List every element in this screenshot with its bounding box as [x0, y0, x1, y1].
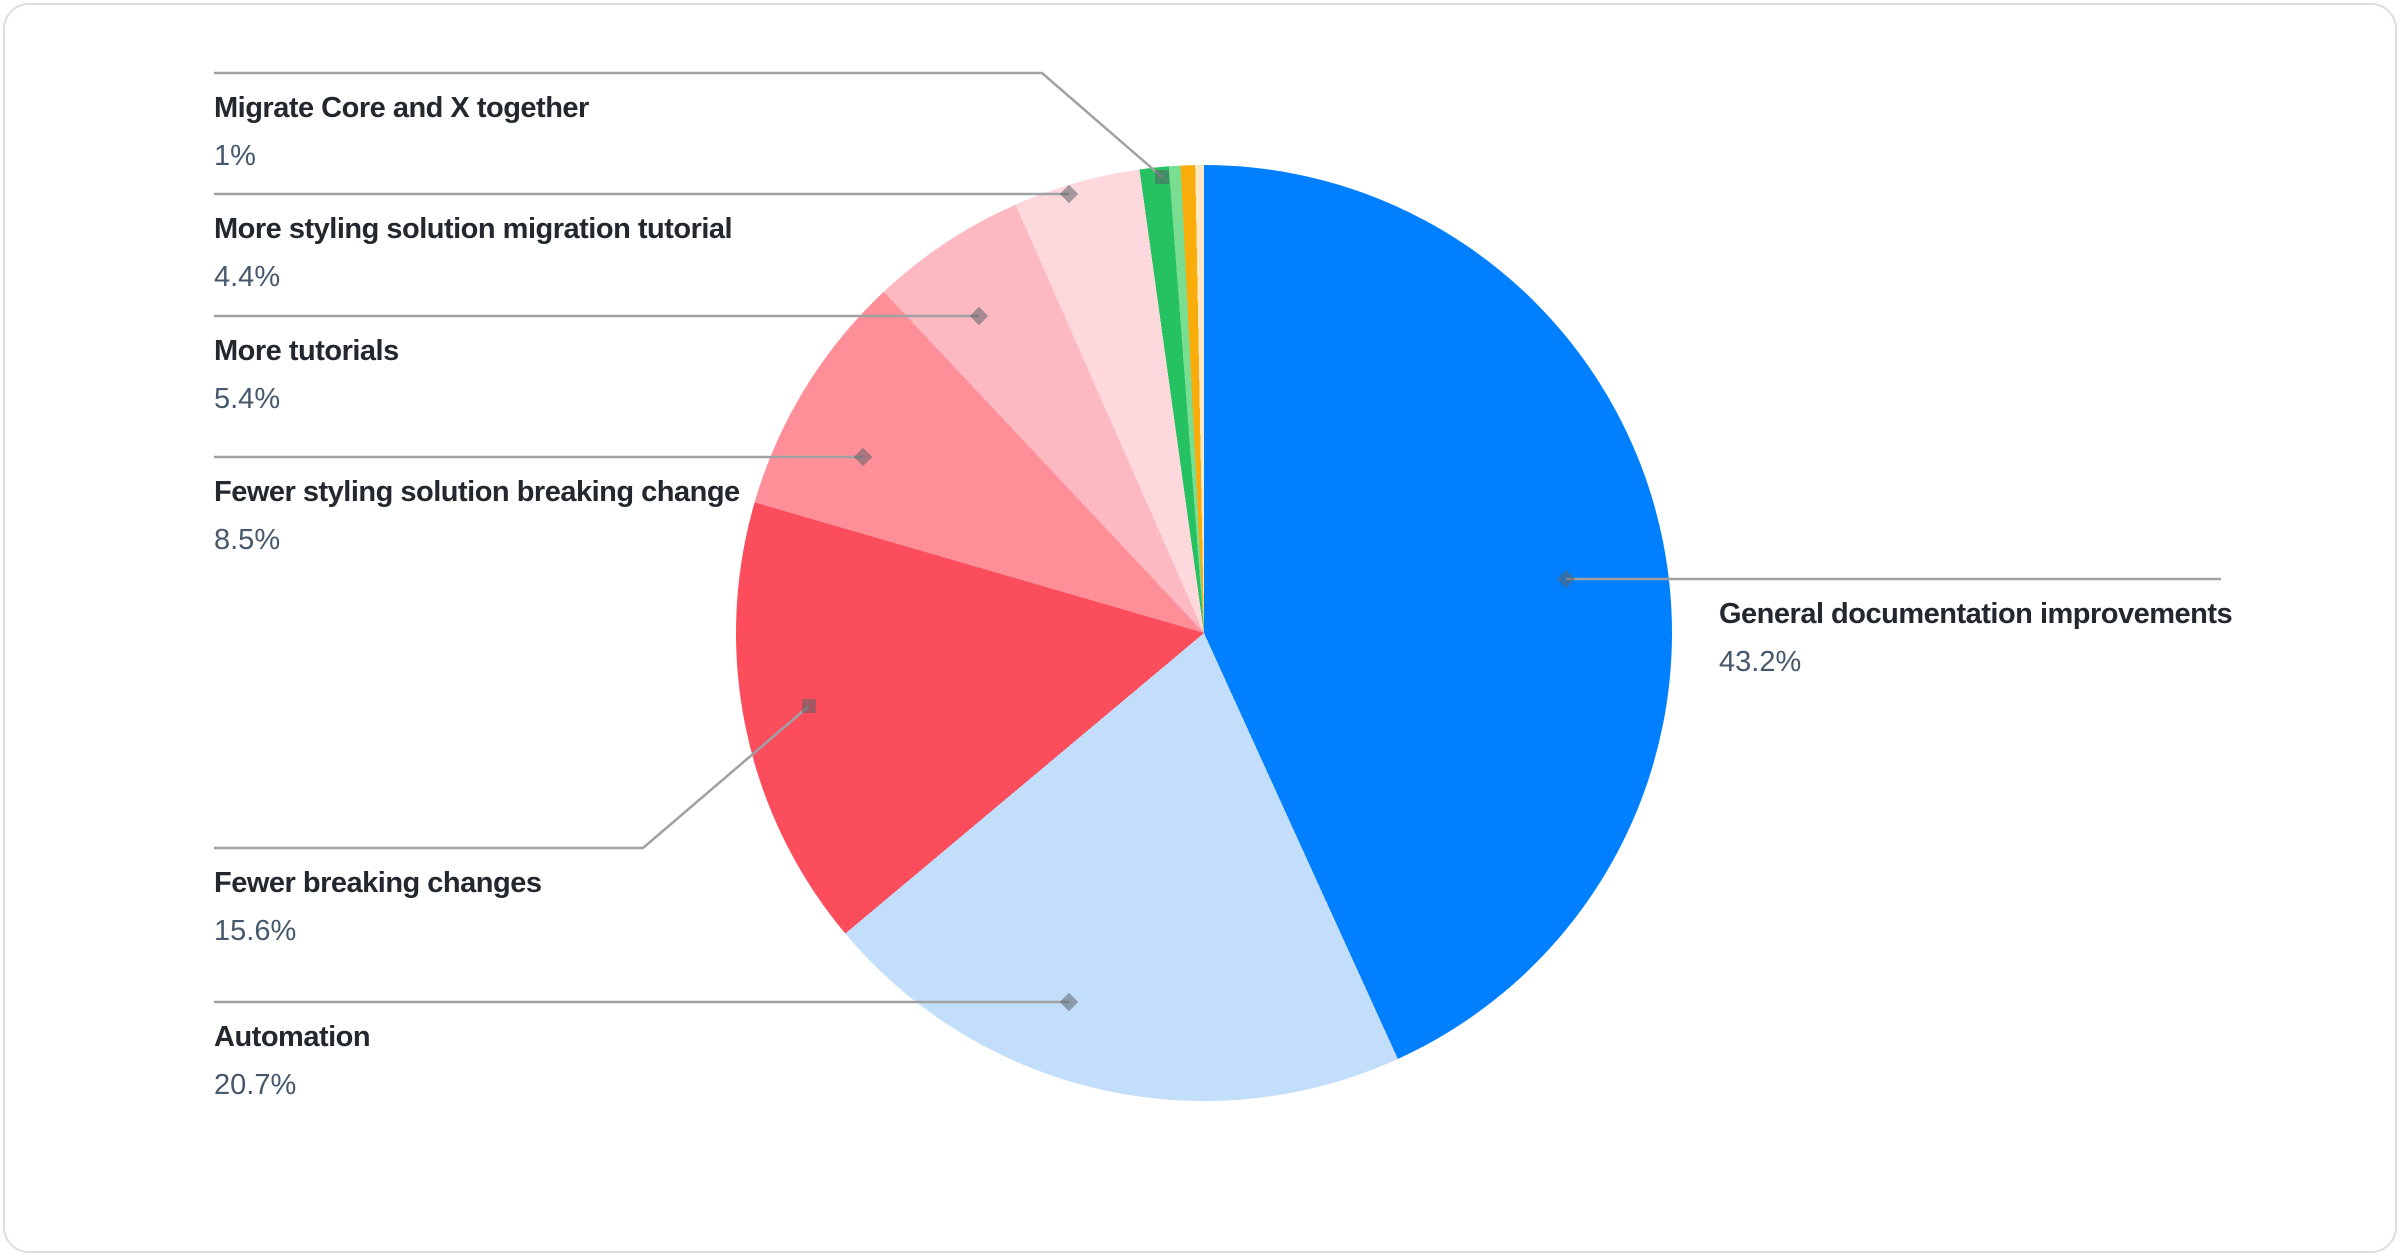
callout-percent: 8.5% — [214, 524, 281, 556]
callout-migrate-core-and-x-together: Migrate Core and X together 1% — [214, 91, 589, 173]
leader-line-fewer-breaking — [214, 705, 810, 850]
callout-percent: 1% — [214, 140, 256, 172]
callout-label: More tutorials — [214, 335, 399, 367]
callout-general-documentation-improvements: General documentation improvements 43.2% — [1719, 597, 2233, 679]
callout-percent: 20.7% — [214, 1069, 297, 1101]
pie-chart — [736, 165, 1672, 1101]
callout-percent: 15.6% — [214, 915, 297, 947]
callout-label: More styling solution migration tutorial — [214, 213, 733, 245]
callout-percent: 4.4% — [214, 261, 281, 293]
callout-more-styling-solution-migration-tutorial: More styling solution migration tutorial… — [214, 212, 733, 294]
callout-percent: 5.4% — [214, 383, 281, 415]
callout-more-tutorials: More tutorials 5.4% — [214, 334, 399, 416]
callout-label: General documentation improvements — [1719, 598, 2233, 630]
callout-label: Fewer styling solution breaking change — [214, 476, 740, 508]
callout-label: Migrate Core and X together — [214, 92, 589, 124]
callout-label: Fewer breaking changes — [214, 867, 542, 899]
chart-card: Migrate Core and X together 1% More styl… — [3, 3, 2397, 1253]
callout-fewer-styling-solution-breaking-change: Fewer styling solution breaking change 8… — [214, 475, 740, 557]
callout-percent: 43.2% — [1719, 646, 1802, 678]
callout-automation: Automation 20.7% — [214, 1020, 371, 1102]
callout-fewer-breaking-changes: Fewer breaking changes 15.6% — [214, 866, 542, 948]
callout-label: Automation — [214, 1021, 371, 1053]
